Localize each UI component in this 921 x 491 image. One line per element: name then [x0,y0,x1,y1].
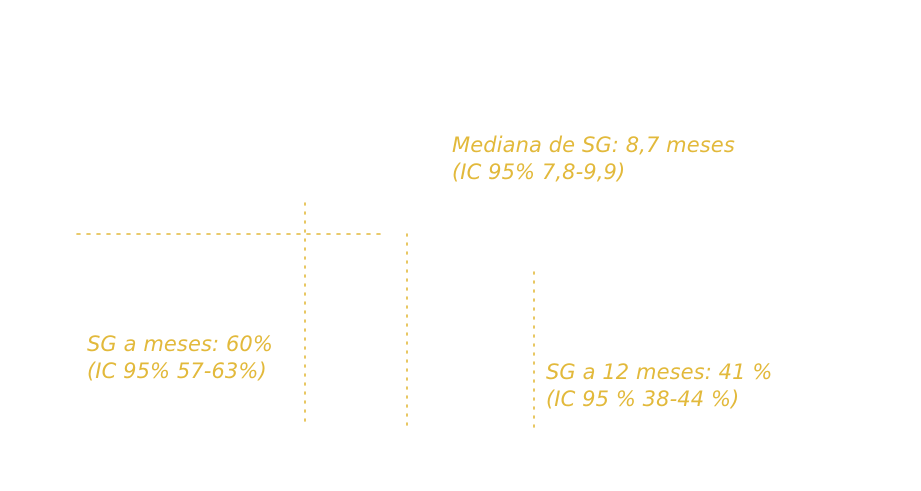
os-months-annotation: SG a meses: 60% (IC 95% 57-63%) [87,331,273,385]
median-os-annotation: Mediana de SG: 8,7 meses (IC 95% 7,8-9,9… [452,132,735,186]
os-12-months-label: SG a 12 meses: 41 % [546,360,773,384]
os-months-label: SG a meses: 60% [87,332,273,356]
median-os-ci: (IC 95% 7,8-9,9) [452,160,626,184]
os-months-ci: (IC 95% 57-63%) [87,359,267,383]
median-os-label: Mediana de SG: 8,7 meses [452,133,735,157]
os-12-months-annotation: SG a 12 meses: 41 % (IC 95 % 38-44 %) [546,359,772,413]
os-12-months-ci: (IC 95 % 38-44 %) [546,387,740,411]
